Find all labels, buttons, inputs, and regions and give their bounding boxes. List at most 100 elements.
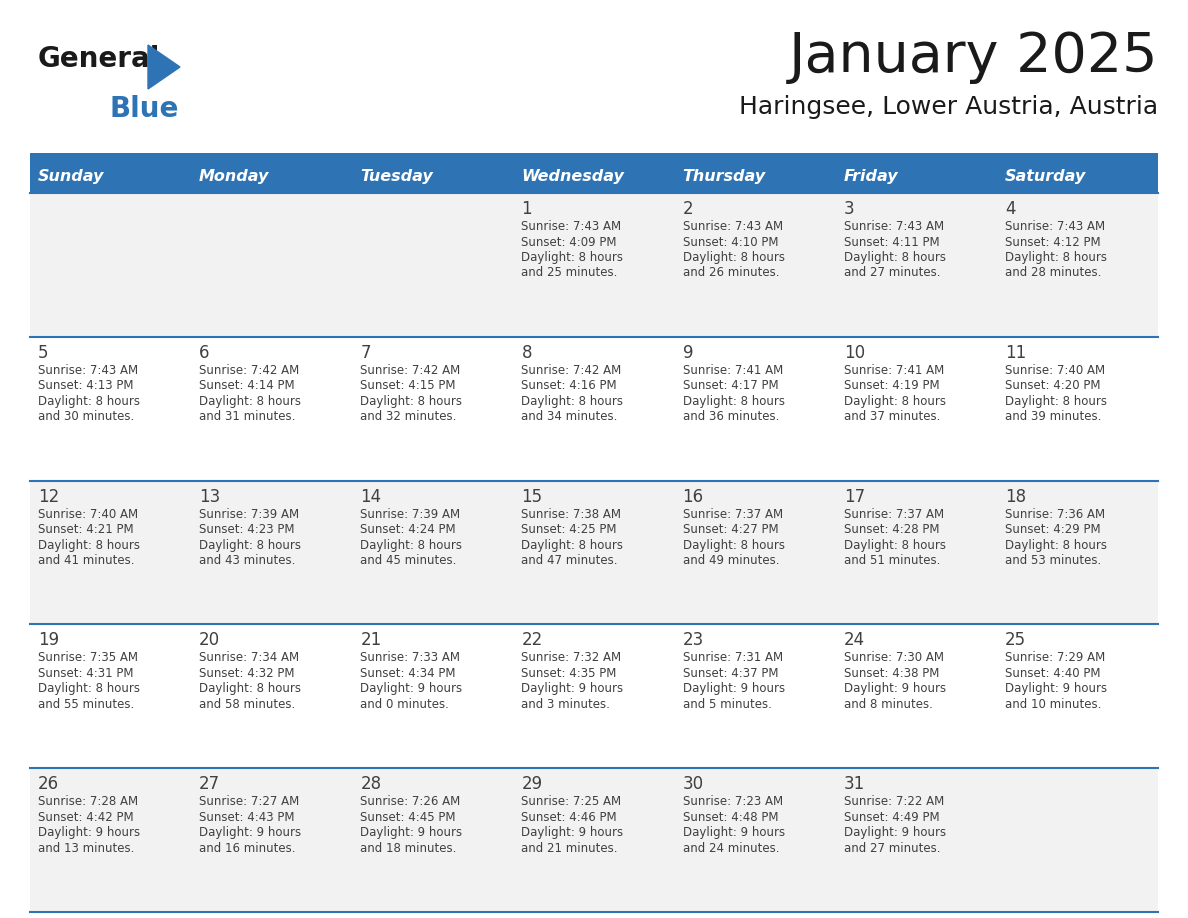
Text: 22: 22 <box>522 632 543 649</box>
Bar <box>30 337 1158 481</box>
Text: and 30 minutes.: and 30 minutes. <box>38 410 134 423</box>
Text: Daylight: 9 hours: Daylight: 9 hours <box>843 682 946 696</box>
Text: Sunset: 4:09 PM: Sunset: 4:09 PM <box>522 236 617 249</box>
Text: Haringsee, Lower Austria, Austria: Haringsee, Lower Austria, Austria <box>739 95 1158 119</box>
Bar <box>30 153 1158 159</box>
Text: and 34 minutes.: and 34 minutes. <box>522 410 618 423</box>
Text: 28: 28 <box>360 775 381 793</box>
Text: Sunset: 4:40 PM: Sunset: 4:40 PM <box>1005 666 1100 680</box>
Text: Sunday: Sunday <box>38 169 105 184</box>
Text: and 27 minutes.: and 27 minutes. <box>843 842 940 855</box>
Text: 7: 7 <box>360 344 371 362</box>
Text: Daylight: 8 hours: Daylight: 8 hours <box>1005 251 1107 264</box>
Bar <box>30 481 1158 624</box>
Text: and 53 minutes.: and 53 minutes. <box>1005 554 1101 567</box>
Text: and 21 minutes.: and 21 minutes. <box>522 842 618 855</box>
Text: and 37 minutes.: and 37 minutes. <box>843 410 940 423</box>
Text: Sunset: 4:10 PM: Sunset: 4:10 PM <box>683 236 778 249</box>
Text: 6: 6 <box>200 344 209 362</box>
Text: Sunset: 4:14 PM: Sunset: 4:14 PM <box>200 379 295 392</box>
Text: Sunrise: 7:39 AM: Sunrise: 7:39 AM <box>360 508 461 521</box>
Text: January 2025: January 2025 <box>789 30 1158 84</box>
Text: Sunrise: 7:37 AM: Sunrise: 7:37 AM <box>843 508 943 521</box>
Text: Sunrise: 7:43 AM: Sunrise: 7:43 AM <box>843 220 943 233</box>
Text: Daylight: 8 hours: Daylight: 8 hours <box>200 395 301 408</box>
Text: Sunset: 4:16 PM: Sunset: 4:16 PM <box>522 379 617 392</box>
Text: and 41 minutes.: and 41 minutes. <box>38 554 134 567</box>
Text: Daylight: 9 hours: Daylight: 9 hours <box>1005 682 1107 696</box>
Text: Sunset: 4:21 PM: Sunset: 4:21 PM <box>38 523 133 536</box>
Text: and 24 minutes.: and 24 minutes. <box>683 842 779 855</box>
Text: Sunset: 4:31 PM: Sunset: 4:31 PM <box>38 666 133 680</box>
Text: Thursday: Thursday <box>683 169 766 184</box>
Text: Daylight: 9 hours: Daylight: 9 hours <box>200 826 302 839</box>
Text: Friday: Friday <box>843 169 898 184</box>
Text: Daylight: 8 hours: Daylight: 8 hours <box>843 251 946 264</box>
Text: Sunset: 4:11 PM: Sunset: 4:11 PM <box>843 236 940 249</box>
Text: 3: 3 <box>843 200 854 218</box>
Text: 27: 27 <box>200 775 220 793</box>
Text: Sunrise: 7:29 AM: Sunrise: 7:29 AM <box>1005 652 1105 665</box>
Text: Sunset: 4:24 PM: Sunset: 4:24 PM <box>360 523 456 536</box>
Text: 19: 19 <box>38 632 59 649</box>
Text: Sunrise: 7:41 AM: Sunrise: 7:41 AM <box>843 364 944 376</box>
Text: Daylight: 9 hours: Daylight: 9 hours <box>843 826 946 839</box>
Text: 23: 23 <box>683 632 703 649</box>
Text: Daylight: 8 hours: Daylight: 8 hours <box>1005 395 1107 408</box>
Text: Sunset: 4:29 PM: Sunset: 4:29 PM <box>1005 523 1100 536</box>
Text: and 49 minutes.: and 49 minutes. <box>683 554 779 567</box>
Text: Sunrise: 7:43 AM: Sunrise: 7:43 AM <box>1005 220 1105 233</box>
Text: Sunrise: 7:25 AM: Sunrise: 7:25 AM <box>522 795 621 808</box>
Text: Daylight: 8 hours: Daylight: 8 hours <box>843 539 946 552</box>
Text: Daylight: 8 hours: Daylight: 8 hours <box>38 539 140 552</box>
Text: and 32 minutes.: and 32 minutes. <box>360 410 456 423</box>
Text: Sunrise: 7:41 AM: Sunrise: 7:41 AM <box>683 364 783 376</box>
Text: Daylight: 8 hours: Daylight: 8 hours <box>683 395 784 408</box>
Text: and 16 minutes.: and 16 minutes. <box>200 842 296 855</box>
Text: Sunset: 4:34 PM: Sunset: 4:34 PM <box>360 666 456 680</box>
Text: 11: 11 <box>1005 344 1026 362</box>
Text: Sunset: 4:48 PM: Sunset: 4:48 PM <box>683 811 778 823</box>
Text: Blue: Blue <box>110 95 179 123</box>
Text: 31: 31 <box>843 775 865 793</box>
Text: 14: 14 <box>360 487 381 506</box>
Text: 4: 4 <box>1005 200 1016 218</box>
Text: and 26 minutes.: and 26 minutes. <box>683 266 779 279</box>
Text: General: General <box>38 45 160 73</box>
Text: Sunset: 4:17 PM: Sunset: 4:17 PM <box>683 379 778 392</box>
Text: Sunrise: 7:35 AM: Sunrise: 7:35 AM <box>38 652 138 665</box>
Text: Sunset: 4:38 PM: Sunset: 4:38 PM <box>843 666 939 680</box>
Text: Sunset: 4:45 PM: Sunset: 4:45 PM <box>360 811 456 823</box>
Text: Sunset: 4:49 PM: Sunset: 4:49 PM <box>843 811 940 823</box>
Text: Daylight: 8 hours: Daylight: 8 hours <box>1005 539 1107 552</box>
Polygon shape <box>148 45 181 89</box>
Text: and 3 minutes.: and 3 minutes. <box>522 698 611 711</box>
Bar <box>30 159 1158 193</box>
Text: Daylight: 9 hours: Daylight: 9 hours <box>683 826 785 839</box>
Text: Sunrise: 7:34 AM: Sunrise: 7:34 AM <box>200 652 299 665</box>
Text: 25: 25 <box>1005 632 1026 649</box>
Text: Daylight: 8 hours: Daylight: 8 hours <box>522 251 624 264</box>
Text: Sunrise: 7:42 AM: Sunrise: 7:42 AM <box>200 364 299 376</box>
Text: Sunset: 4:25 PM: Sunset: 4:25 PM <box>522 523 617 536</box>
Text: Sunset: 4:12 PM: Sunset: 4:12 PM <box>1005 236 1100 249</box>
Text: Sunset: 4:43 PM: Sunset: 4:43 PM <box>200 811 295 823</box>
Text: Sunrise: 7:27 AM: Sunrise: 7:27 AM <box>200 795 299 808</box>
Text: Sunrise: 7:33 AM: Sunrise: 7:33 AM <box>360 652 460 665</box>
Text: Wednesday: Wednesday <box>522 169 625 184</box>
Text: and 27 minutes.: and 27 minutes. <box>843 266 940 279</box>
Text: Saturday: Saturday <box>1005 169 1086 184</box>
Text: and 10 minutes.: and 10 minutes. <box>1005 698 1101 711</box>
Text: Daylight: 8 hours: Daylight: 8 hours <box>683 251 784 264</box>
Text: Daylight: 8 hours: Daylight: 8 hours <box>522 539 624 552</box>
Text: Sunrise: 7:22 AM: Sunrise: 7:22 AM <box>843 795 944 808</box>
Text: Daylight: 9 hours: Daylight: 9 hours <box>38 826 140 839</box>
Text: Sunrise: 7:23 AM: Sunrise: 7:23 AM <box>683 795 783 808</box>
Text: Sunrise: 7:42 AM: Sunrise: 7:42 AM <box>360 364 461 376</box>
Text: 30: 30 <box>683 775 703 793</box>
Text: Daylight: 9 hours: Daylight: 9 hours <box>683 682 785 696</box>
Text: and 8 minutes.: and 8 minutes. <box>843 698 933 711</box>
Text: Sunrise: 7:38 AM: Sunrise: 7:38 AM <box>522 508 621 521</box>
Text: Daylight: 8 hours: Daylight: 8 hours <box>38 682 140 696</box>
Text: Sunrise: 7:43 AM: Sunrise: 7:43 AM <box>683 220 783 233</box>
